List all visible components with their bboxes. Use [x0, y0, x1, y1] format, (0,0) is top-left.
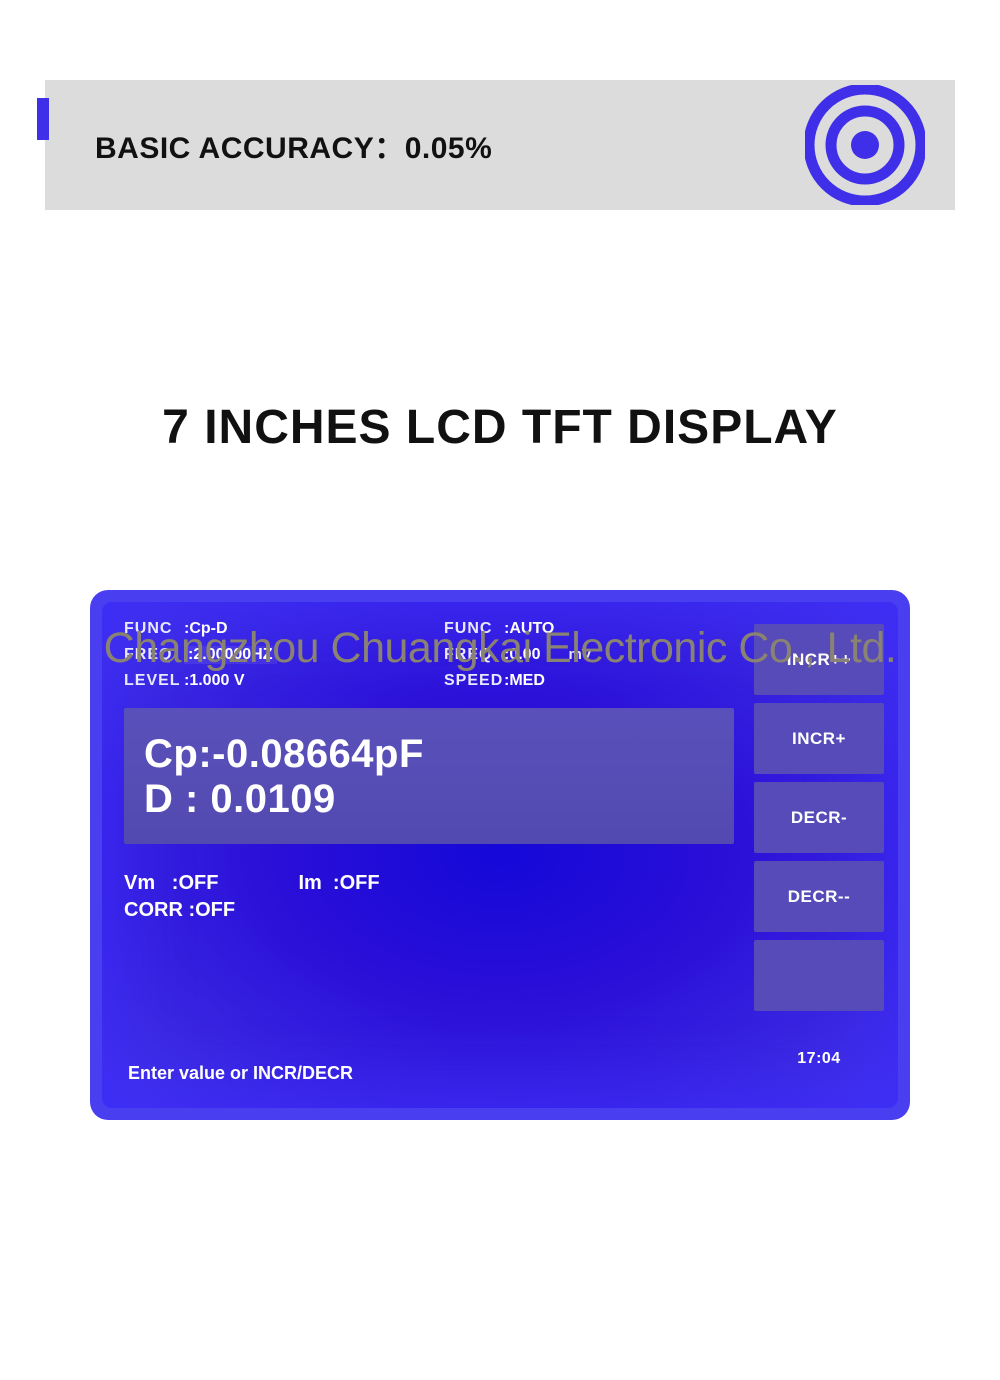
status-corr: CORR :OFF [124, 899, 235, 921]
hint-text: Enter value or INCR/DECR [128, 1063, 353, 1084]
status-row-2: CORR :OFF [124, 899, 734, 922]
decr-minus-button[interactable]: DECR- [754, 782, 884, 853]
clock-slot: 17:04 [754, 1019, 884, 1090]
accent-bar [37, 98, 49, 140]
side-button-column: INCR++ INCR+ DECR- DECR-- 17:04 [754, 624, 884, 1090]
param-left-value-2: :1.000 V [184, 672, 244, 690]
header-banner: BASIC ACCURACY：0.05% [45, 80, 955, 210]
status-im: Im :OFF [298, 872, 379, 895]
watermark-text: Changzhou Chuangkai Electronic Co., Ltd. [0, 624, 1000, 673]
clock: 17:04 [797, 1042, 840, 1068]
header-title: BASIC ACCURACY：0.05% [95, 123, 492, 167]
lcd-main-area: FUNC :Cp-D FUNC :AUTO FREQ :2.00000HZ FR… [124, 620, 734, 1090]
lcd-screen: FUNC :Cp-D FUNC :AUTO FREQ :2.00000HZ FR… [102, 602, 898, 1108]
result-cp: Cp:-0.08664pF [144, 732, 714, 777]
result-panel: Cp:-0.08664pF D : 0.0109 [124, 708, 734, 844]
decr-minus-minus-button[interactable]: DECR-- [754, 861, 884, 932]
target-icon [805, 85, 925, 205]
status-row-1: Vm :OFF Im :OFF [124, 872, 734, 895]
param-right-label-2: SPEED [444, 672, 496, 690]
status-vm: Vm :OFF [124, 872, 218, 895]
param-left-label-2: LEVEL [124, 672, 176, 690]
incr-plus-button[interactable]: INCR+ [754, 703, 884, 774]
side-button-5[interactable] [754, 940, 884, 1011]
result-d: D : 0.0109 [144, 777, 714, 822]
main-title: 7 INCHES LCD TFT DISPLAY [0, 400, 1000, 455]
param-right-value-2: :MED [504, 672, 545, 690]
param-row-2: LEVEL :1.000 V SPEED :MED [124, 672, 734, 690]
